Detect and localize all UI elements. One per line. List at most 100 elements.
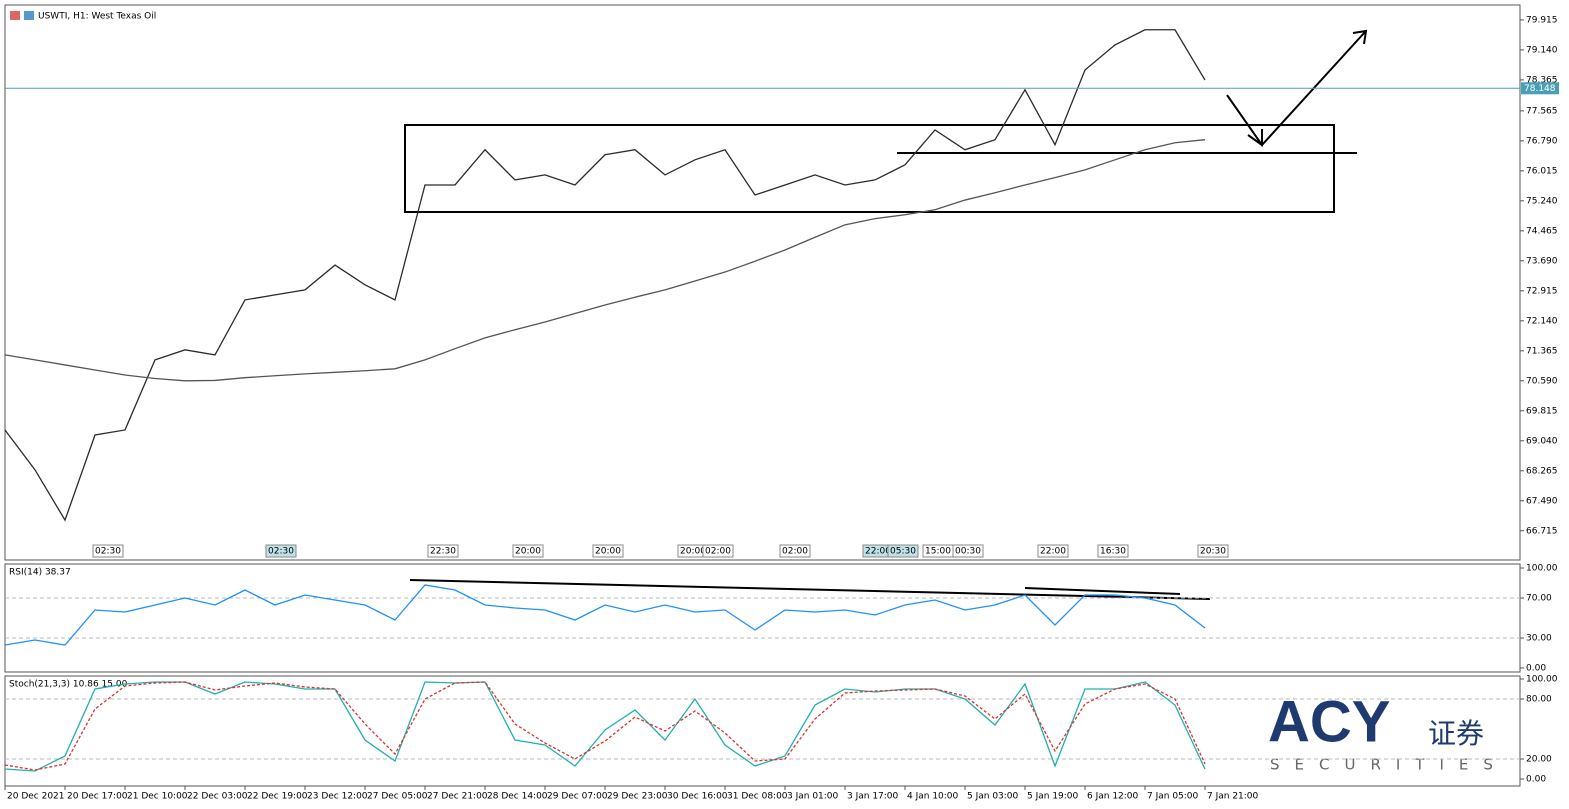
range-box — [404, 124, 1335, 213]
time-marker-box — [702, 544, 734, 558]
y-tick-label: 72.140 — [1526, 316, 1558, 326]
arrow-head — [1247, 129, 1263, 147]
time-marker: 02:00 — [782, 547, 808, 557]
x-tick-label: 5 Jan 19:00 — [1027, 792, 1079, 802]
x-tick-label: 23 Dec 12:00 — [307, 792, 368, 802]
x-tick-label: 7 Jan 21:00 — [1207, 792, 1259, 802]
y-tick-label: 74.465 — [1526, 226, 1558, 236]
y-tick-label: 69.815 — [1526, 406, 1558, 416]
y-tick-label: 0.00 — [1526, 664, 1546, 674]
y-tick-label: 70.00 — [1526, 594, 1552, 604]
annotations — [404, 29, 1368, 600]
stoch-title: Stoch(21,3,3) 10.86 15.00 — [9, 680, 128, 690]
y-tick-label: 20.00 — [1526, 755, 1552, 765]
time-marker-box — [1037, 544, 1069, 558]
time-marker: 20:00 — [515, 547, 541, 557]
x-tick-label: 20 Dec 2021 — [7, 792, 65, 802]
rsi-panel — [4, 563, 1521, 673]
time-marker: 02:30 — [268, 547, 294, 557]
x-tick-label: 27 Dec 21:00 — [427, 792, 488, 802]
time-marker-box — [265, 544, 297, 558]
series-line — [4, 29, 1206, 522]
y-tick-label: 77.565 — [1526, 106, 1558, 116]
x-tick-label: 29 Dec 07:00 — [547, 792, 608, 802]
time-marker-box — [92, 544, 124, 558]
y-tick-label: 72.915 — [1526, 286, 1558, 296]
x-tick-label: 20 Dec 17:00 — [67, 792, 128, 802]
x-tick-label: 21 Dec 10:00 — [127, 792, 188, 802]
time-marker-box — [427, 544, 459, 558]
series-line — [4, 139, 1206, 382]
x-tick-label: 31 Dec 08:00 — [727, 792, 788, 802]
series-line — [4, 681, 1206, 771]
rsi-trend-line — [1024, 587, 1181, 595]
y-tick-label: 100.00 — [1526, 564, 1558, 574]
price-label-box — [1521, 82, 1559, 95]
x-tick-label: 4 Jan 10:00 — [907, 792, 959, 802]
time-marker-box — [952, 544, 984, 558]
time-marker: 02:30 — [95, 547, 121, 557]
rsi-title: RSI(14) 38.37 — [9, 568, 71, 578]
x-tick-label: 22 Dec 03:00 — [187, 792, 248, 802]
x-tick-label: 27 Dec 05:00 — [367, 792, 428, 802]
y-tick-label: 78.365 — [1526, 75, 1558, 85]
y-tick-label: 71.365 — [1526, 346, 1558, 356]
y-tick-label: 68.265 — [1526, 466, 1558, 476]
time-marker: 22:30 — [430, 547, 456, 557]
time-marker: 02:00 — [705, 547, 731, 557]
logo: ACY 证券 SECURITIES — [1268, 689, 1508, 774]
y-tick-label: 79.140 — [1526, 45, 1558, 55]
y-tick-label: 100.00 — [1526, 675, 1558, 685]
main-panel — [4, 4, 1521, 561]
icon — [10, 11, 20, 20]
time-marker-box — [1097, 544, 1129, 558]
x-tick-label: 3 Jan 01:00 — [787, 792, 839, 802]
time-marker-box — [592, 544, 624, 558]
y-tick-label: 80.00 — [1526, 695, 1552, 705]
time-marker-box — [779, 544, 811, 558]
x-tick-label: 7 Jan 05:00 — [1147, 792, 1199, 802]
y-tick-label: 76.015 — [1526, 166, 1558, 176]
y-tick-label: 70.590 — [1526, 376, 1558, 386]
logo-chinese: 证券 — [1428, 717, 1484, 750]
time-marker: 22:00 — [865, 547, 891, 557]
time-marker: 05:30 — [890, 547, 916, 557]
y-tick-label: 79.915 — [1526, 15, 1558, 25]
y-tick-label: 73.690 — [1526, 256, 1558, 266]
series-line — [4, 584, 1206, 646]
time-marker: 20:00 — [680, 547, 706, 557]
x-tick-label: 5 Jan 03:00 — [967, 792, 1019, 802]
time-marker-box — [887, 544, 919, 558]
time-marker: 20:30 — [1200, 547, 1226, 557]
y-tick-label: 76.790 — [1526, 136, 1558, 146]
logo-tagline: SECURITIES — [1270, 756, 1508, 774]
x-tick-label: 30 Dec 16:00 — [667, 792, 728, 802]
logo-brand: ACY — [1268, 689, 1390, 754]
time-marker: 20:00 — [595, 547, 621, 557]
time-marker: 15:00 — [925, 547, 951, 557]
y-tick-label: 75.240 — [1526, 196, 1558, 206]
time-marker-box — [1197, 544, 1229, 558]
y-tick-label: 0.00 — [1526, 775, 1546, 785]
time-marker-box — [512, 544, 544, 558]
y-tick-label: 67.490 — [1526, 496, 1558, 506]
time-marker: 00:30 — [955, 547, 981, 557]
x-tick-label: 3 Jan 17:00 — [847, 792, 899, 802]
time-marker: 22:00 — [1040, 547, 1066, 557]
time-marker: 16:30 — [1100, 547, 1126, 557]
x-tick-label: 29 Dec 23:00 — [607, 792, 668, 802]
x-tick-label: 22 Dec 19:00 — [247, 792, 308, 802]
rsi-trend-line — [409, 579, 1211, 600]
y-tick-label: 69.040 — [1526, 436, 1558, 446]
y-tick-label: 30.00 — [1526, 634, 1552, 644]
x-tick-label: 6 Jan 12:00 — [1087, 792, 1139, 802]
icon — [24, 11, 34, 20]
x-tick-label: 28 Dec 14:00 — [487, 792, 548, 802]
current-price-label: 78.148 — [1524, 84, 1556, 94]
chart-title: USWTI, H1: West Texas Oil — [38, 12, 156, 22]
y-tick-label: 66.715 — [1526, 526, 1558, 536]
arrow-head — [1352, 29, 1368, 45]
stoch-panel — [4, 675, 1521, 787]
